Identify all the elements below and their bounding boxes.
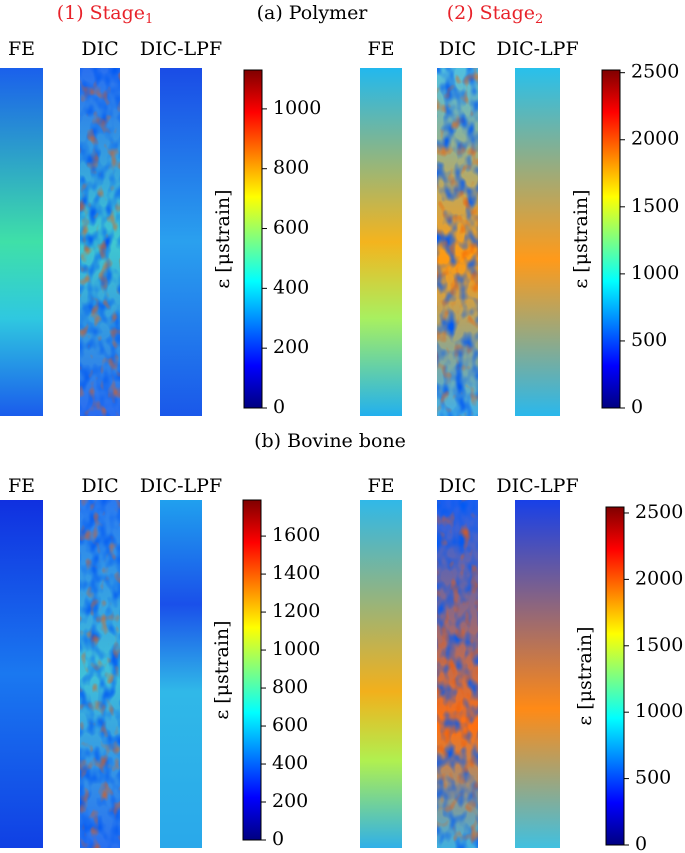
colorbar-tick-label: 1000	[635, 700, 683, 722]
strain-noise	[80, 500, 120, 848]
stage-label: (1) Stage1	[57, 2, 154, 27]
column-label: FE	[8, 475, 35, 497]
colorbar-tick-label: 1500	[635, 634, 683, 656]
colorbar-tick-label: 600	[272, 714, 308, 736]
colorbar	[243, 69, 263, 409]
colorbar-tick-label: 500	[631, 329, 667, 351]
strain-strip	[360, 500, 402, 848]
colorbar-label: ε [μstrain]	[574, 626, 596, 725]
colorbar-tick-label: 0	[272, 828, 284, 850]
strain-strip	[0, 68, 43, 416]
strain-strip	[515, 68, 560, 416]
colorbar	[242, 499, 262, 841]
column-label: DIC-LPF	[496, 475, 578, 497]
colorbar-tick-label: 0	[635, 833, 647, 853]
colorbar-tick-label: 600	[273, 217, 309, 239]
strain-strip	[360, 68, 402, 416]
colorbar-tick-label: 200	[272, 790, 308, 812]
colorbar-tick-label: 1500	[631, 195, 679, 217]
colorbar-tick-label: 800	[272, 676, 308, 698]
strain-strip	[515, 500, 560, 848]
strain-strip	[160, 68, 202, 416]
colorbar-tick-label: 400	[273, 276, 309, 298]
column-label: DIC-LPF	[140, 475, 222, 497]
colorbar-tick-label: 1200	[272, 600, 320, 622]
colorbar-tick-label: 200	[273, 336, 309, 358]
colorbar-label: ε [μstrain]	[570, 189, 592, 288]
column-label: DIC-LPF	[496, 38, 578, 60]
column-label: DIC	[81, 475, 118, 497]
stage-subscript: 2	[535, 12, 543, 27]
colorbar-label: ε [μstrain]	[212, 189, 234, 288]
colorbar-tick-label: 1000	[273, 97, 321, 119]
strain-noise	[80, 68, 120, 416]
strain-strip	[0, 500, 43, 848]
colorbar-tick-label: 2000	[631, 128, 679, 150]
colorbar-tick-label: 1400	[272, 562, 320, 584]
colorbar	[601, 69, 621, 409]
colorbar-tick-label: 1000	[272, 638, 320, 660]
colorbar-tick-label: 1600	[272, 524, 320, 546]
colorbar-tick-label: 0	[631, 396, 643, 418]
colorbar-tick-label: 2500	[635, 501, 683, 523]
row-title: (a) Polymer	[257, 2, 369, 24]
colorbar-tick-label: 2000	[635, 567, 683, 589]
column-label: DIC	[439, 38, 476, 60]
colorbar-tick-label: 1000	[631, 262, 679, 284]
colorbar-label: ε [μstrain]	[211, 620, 233, 719]
column-label: DIC	[81, 38, 118, 60]
column-label: DIC-LPF	[140, 38, 222, 60]
strain-noise	[437, 68, 478, 416]
column-label: DIC	[439, 475, 476, 497]
colorbar-tick-label: 800	[273, 157, 309, 179]
strain-noise	[437, 500, 478, 848]
colorbar	[605, 506, 625, 846]
stage-subscript: 1	[145, 12, 153, 27]
column-label: FE	[367, 475, 394, 497]
stage-label: (2) Stage2	[447, 2, 544, 27]
colorbar-tick-label: 0	[273, 396, 285, 418]
column-label: FE	[367, 38, 394, 60]
colorbar-tick-label: 2500	[631, 61, 679, 83]
colorbar-tick-label: 500	[635, 767, 671, 789]
colorbar-tick-label: 400	[272, 752, 308, 774]
strain-strip	[160, 500, 202, 848]
row-title: (b) Bovine bone	[254, 430, 406, 452]
column-label: FE	[8, 38, 35, 60]
